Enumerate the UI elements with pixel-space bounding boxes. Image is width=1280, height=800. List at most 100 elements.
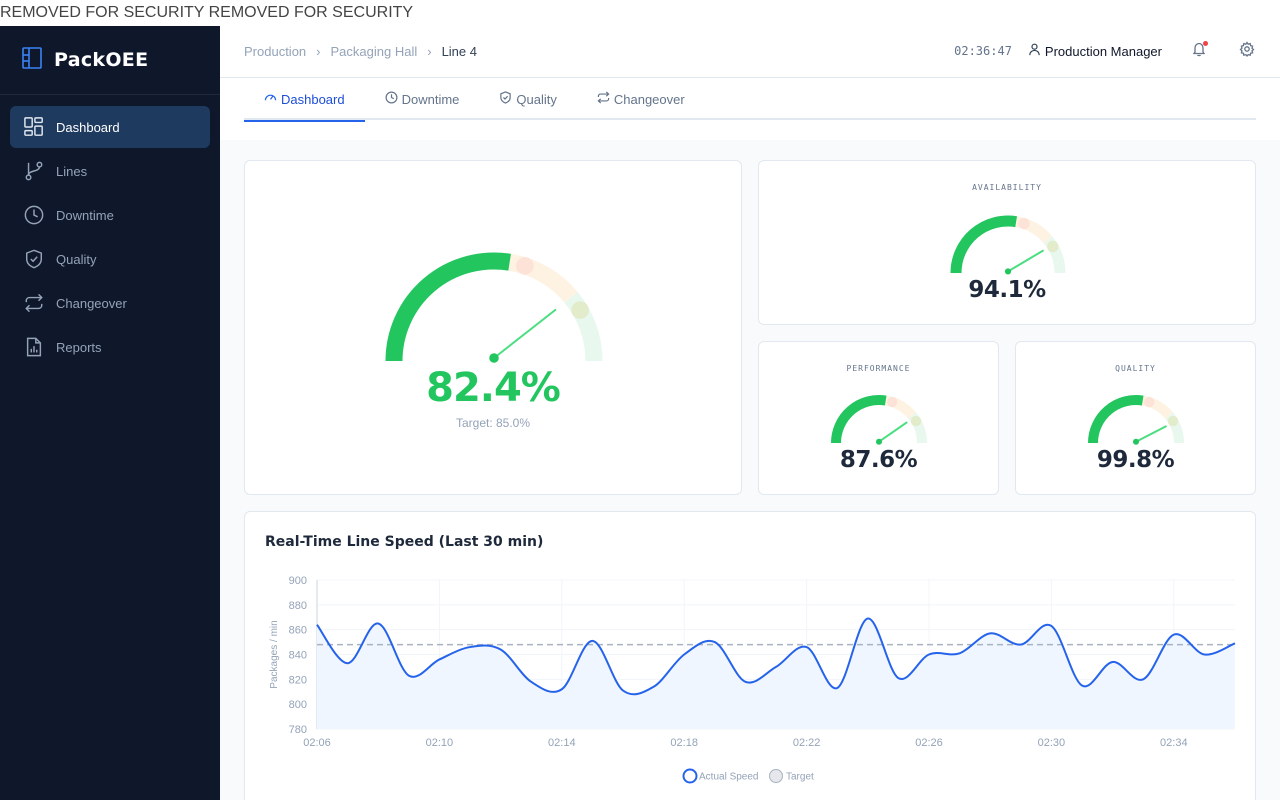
gauge-hub <box>1133 438 1139 445</box>
sidebar-item-label: Changeover <box>56 295 127 311</box>
sidebar-item-downtime[interactable]: Downtime <box>10 194 210 236</box>
tab-changeover[interactable]: Changeover <box>577 78 705 120</box>
y-axis-label: Packages / min <box>269 620 280 688</box>
tab-quality[interactable]: Quality <box>479 78 576 120</box>
security-banner: REMOVED FOR SECURITY REMOVED FOR SECURIT… <box>0 4 414 21</box>
legend-swatch-target[interactable] <box>769 769 783 783</box>
quality-label: QUALITY <box>1115 364 1156 373</box>
repeat-icon <box>597 91 614 107</box>
report-icon <box>24 336 44 358</box>
legend-swatch-actual[interactable] <box>682 768 698 784</box>
clock: 02:36:47 <box>954 44 1012 58</box>
user-name: Production Manager <box>1044 43 1162 59</box>
y-tick-label: 780 <box>289 724 307 736</box>
sidebar-item-reports[interactable]: Reports <box>10 326 210 368</box>
gauge-marker <box>887 396 898 408</box>
sidebar-nav: Dashboard Lines Downtime Quality Changeo… <box>0 95 220 381</box>
oee-value: 82.4% <box>426 365 561 411</box>
sidebar-item-changeover[interactable]: Changeover <box>10 282 210 324</box>
availability-gauge <box>950 215 1066 275</box>
dashboard-icon <box>24 116 44 138</box>
x-tick-label: 02:34 <box>1160 737 1188 749</box>
user-icon <box>1028 43 1045 59</box>
x-tick-label: 02:18 <box>670 737 698 749</box>
availability-value: 94.1% <box>968 277 1046 303</box>
sidebar-item-label: Downtime <box>56 207 114 223</box>
x-tick-label: 02:14 <box>548 737 576 749</box>
y-tick-label: 820 <box>289 674 307 686</box>
breadcrumb-item[interactable]: Packaging Hall <box>330 43 418 59</box>
gauge-graphic <box>1088 395 1184 445</box>
gauge-marker <box>1018 217 1030 230</box>
repeat-icon <box>24 292 44 314</box>
app-name: PackOEE <box>54 49 149 71</box>
sidebar-item-label: Reports <box>56 339 102 355</box>
shield-check-icon <box>499 91 516 107</box>
oee-card: 82.4% Target: 85.0% <box>244 160 742 495</box>
oee-target: Target: 85.0% <box>455 416 531 430</box>
tab-label: Downtime <box>401 91 460 107</box>
sidebar-item-quality[interactable]: Quality <box>10 238 210 280</box>
actual-speed-line <box>316 617 1236 696</box>
tab-downtime[interactable]: Downtime <box>365 78 480 120</box>
breadcrumb: Production › Packaging Hall › Line 4 <box>244 26 477 76</box>
legend-label-actual[interactable]: Actual Speed <box>699 772 759 783</box>
speed-area-fill <box>317 618 1235 729</box>
gauge-needle <box>1135 425 1167 443</box>
gauge-hub <box>1004 268 1012 275</box>
x-tick-label: 02:30 <box>1038 737 1066 749</box>
gauge-graphic <box>385 252 603 363</box>
user-menu[interactable]: Production Manager <box>1028 43 1162 59</box>
settings-button[interactable] <box>1232 36 1262 66</box>
gauge-value-arc <box>831 395 887 444</box>
gauge-value-arc <box>950 215 1017 274</box>
gauge-value-arc <box>1088 395 1144 444</box>
gauge-zone-good <box>564 291 603 362</box>
gauge-hub <box>489 353 499 363</box>
gear-icon <box>1239 40 1255 62</box>
gauge-marker <box>516 257 534 275</box>
gauge-hub <box>876 438 882 445</box>
brand: PackOEE <box>0 26 220 95</box>
x-tick-label: 02:10 <box>426 737 454 749</box>
dashboard-content: 82.4% Target: 85.0% AVAILABILITY 94.1% P… <box>220 140 1280 800</box>
sidebar-item-lines[interactable]: Lines <box>10 150 210 192</box>
tab-label: Dashboard <box>281 91 345 107</box>
tab-dashboard[interactable]: Dashboard <box>244 78 365 122</box>
quality-card: QUALITY 99.8% <box>1015 341 1256 495</box>
logo-icon <box>22 46 42 74</box>
gauge-value-arc <box>385 252 511 362</box>
notifications-button[interactable] <box>1184 36 1214 66</box>
performance-label: PERFORMANCE <box>846 364 911 373</box>
sidebar-item-label: Dashboard <box>56 119 120 135</box>
gauge-graphic <box>950 215 1066 275</box>
sidebar: PackOEE Dashboard Lines Downtime Quality… <box>0 26 220 800</box>
gauge-needle <box>878 421 908 443</box>
gauge-marker <box>1144 396 1155 408</box>
x-tick-label: 02:22 <box>793 737 821 749</box>
availability-label: AVAILABILITY <box>972 183 1042 192</box>
sidebar-item-dashboard[interactable]: Dashboard <box>10 106 210 148</box>
availability-card: AVAILABILITY 94.1% <box>758 160 1256 325</box>
chart-title: Real-Time Line Speed (Last 30 min) <box>265 534 544 550</box>
gauge-icon <box>264 91 281 107</box>
y-tick-label: 840 <box>289 650 307 662</box>
gauge-marker <box>1167 415 1179 427</box>
breadcrumb-item[interactable]: Production <box>244 43 307 59</box>
x-tick-label: 02:06 <box>303 737 331 749</box>
bell-icon <box>1191 41 1207 62</box>
clock-icon <box>385 91 402 107</box>
performance-gauge <box>831 395 927 445</box>
clock-icon <box>24 204 44 226</box>
legend-label-target[interactable]: Target <box>786 772 814 783</box>
gauge-marker <box>571 301 589 319</box>
oee-gauge <box>385 252 603 363</box>
header-actions: 02:36:47 Production Manager <box>954 26 1280 76</box>
y-tick-label: 900 <box>289 575 307 587</box>
sidebar-item-label: Lines <box>56 163 88 179</box>
top-header: Production › Packaging Hall › Line 4 02:… <box>220 26 1280 78</box>
x-tick-label: 02:26 <box>915 737 943 749</box>
gauge-zone-good <box>1043 236 1066 274</box>
tab-label: Changeover <box>613 91 685 107</box>
line-speed-card: Real-Time Line Speed (Last 30 min) 780 80… <box>244 511 1256 800</box>
